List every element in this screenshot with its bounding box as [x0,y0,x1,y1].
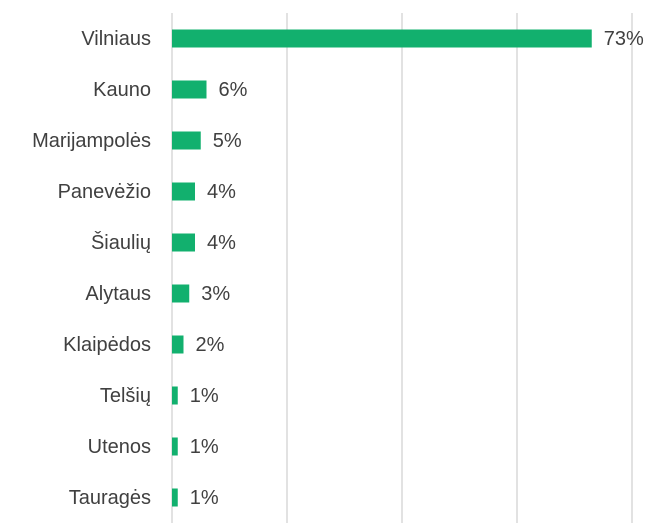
y-tick-label: Kauno [93,79,151,101]
bar [172,386,178,405]
y-tick-label: Šiaulių [91,231,151,254]
y-tick-label: Panevėžio [58,181,151,203]
data-label: 6% [219,79,248,101]
y-tick-label: Utenos [88,436,151,458]
data-label: 5% [213,130,242,152]
bar [172,233,195,252]
bar [172,284,190,303]
bar [172,335,184,354]
bar [172,437,178,456]
y-tick-label: Marijampolės [32,130,151,152]
data-label: 1% [190,436,219,458]
data-label: 3% [201,283,230,305]
y-tick-label: Klaipėdos [63,334,151,356]
y-tick-label: Telšių [100,385,151,407]
data-label: 1% [190,487,219,509]
bar [172,80,207,99]
y-tick-label: Tauragės [69,487,151,509]
data-label: 4% [207,181,236,203]
bar [172,488,178,507]
bar [172,131,201,150]
data-label: 4% [207,232,236,254]
y-tick-label: Vilniaus [81,28,151,50]
bar [172,182,195,201]
bar [172,29,592,48]
y-tick-label: Alytaus [85,283,151,305]
data-label: 2% [196,334,225,356]
data-label: 1% [190,385,219,407]
data-label: 73% [604,28,644,50]
